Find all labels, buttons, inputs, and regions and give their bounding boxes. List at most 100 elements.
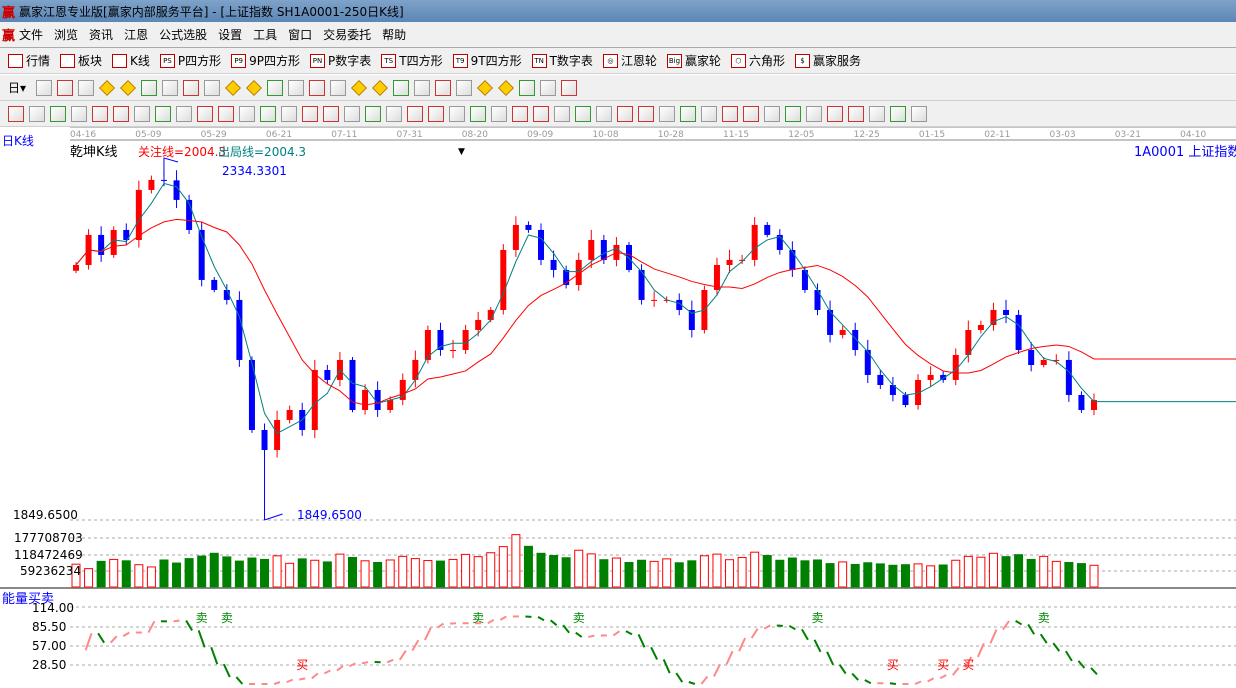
tool-icon[interactable] bbox=[134, 106, 150, 122]
tool-icon[interactable] bbox=[162, 80, 178, 96]
menu-item[interactable]: 窗口 bbox=[288, 26, 312, 43]
tool-icon[interactable] bbox=[239, 106, 255, 122]
tool-icon[interactable] bbox=[8, 106, 24, 122]
menu-item[interactable]: 浏览 bbox=[54, 26, 78, 43]
tool-icon[interactable] bbox=[225, 80, 241, 96]
tool-icon[interactable] bbox=[806, 106, 822, 122]
dropdown-arrow-icon[interactable]: ▼ bbox=[458, 147, 465, 157]
tool-icon[interactable] bbox=[141, 80, 157, 96]
tool-icon[interactable] bbox=[554, 106, 570, 122]
tool-icon[interactable] bbox=[36, 80, 52, 96]
tool-icon[interactable] bbox=[197, 106, 213, 122]
tool-icon[interactable] bbox=[498, 80, 514, 96]
tool-icon[interactable] bbox=[204, 80, 220, 96]
tool-icon[interactable] bbox=[533, 106, 549, 122]
period-select[interactable]: 日▾ bbox=[8, 79, 26, 96]
tool-icon[interactable] bbox=[260, 106, 276, 122]
tool-icon[interactable] bbox=[78, 80, 94, 96]
tool-icon[interactable] bbox=[722, 106, 738, 122]
tool-icon[interactable] bbox=[638, 106, 654, 122]
tool-icon[interactable] bbox=[561, 80, 577, 96]
tool-icon[interactable] bbox=[120, 80, 136, 96]
tool-icon[interactable] bbox=[393, 80, 409, 96]
tool-icon[interactable] bbox=[659, 106, 675, 122]
tool-icon[interactable] bbox=[365, 106, 381, 122]
tool-icon[interactable] bbox=[575, 106, 591, 122]
toolbar-button[interactable]: ◎江恩轮 bbox=[603, 52, 657, 69]
tool-icon[interactable] bbox=[351, 80, 367, 96]
tool-icon[interactable] bbox=[113, 106, 129, 122]
menu-item[interactable]: 帮助 bbox=[382, 26, 406, 43]
tool-icon[interactable] bbox=[519, 80, 535, 96]
tool-icon[interactable] bbox=[176, 106, 192, 122]
menu-item[interactable]: 交易委托 bbox=[323, 26, 371, 43]
tool-icon[interactable] bbox=[764, 106, 780, 122]
menu-item[interactable]: 设置 bbox=[218, 26, 242, 43]
sell-signal: 卖 bbox=[573, 611, 585, 625]
menu-item[interactable]: 资讯 bbox=[89, 26, 113, 43]
tool-icon[interactable] bbox=[386, 106, 402, 122]
tool-icon[interactable] bbox=[701, 106, 717, 122]
tool-icon[interactable] bbox=[267, 80, 283, 96]
tool-icon[interactable] bbox=[470, 106, 486, 122]
volume-bar bbox=[386, 560, 394, 587]
tool-icon[interactable] bbox=[99, 80, 115, 96]
tool-icon[interactable] bbox=[911, 106, 927, 122]
tool-icon[interactable] bbox=[344, 106, 360, 122]
tool-icon[interactable] bbox=[50, 106, 66, 122]
tool-icon[interactable] bbox=[449, 106, 465, 122]
toolbar-button[interactable]: ⬡六角形 bbox=[731, 52, 785, 69]
tool-icon[interactable] bbox=[596, 106, 612, 122]
tool-icon[interactable] bbox=[428, 106, 444, 122]
tool-icon[interactable] bbox=[435, 80, 451, 96]
tool-icon[interactable] bbox=[372, 80, 388, 96]
menu-item[interactable]: 江恩 bbox=[124, 26, 148, 43]
toolbar-button[interactable]: 行情 bbox=[8, 52, 50, 69]
tool-icon[interactable] bbox=[785, 106, 801, 122]
tool-icon[interactable] bbox=[29, 106, 45, 122]
tool-icon[interactable] bbox=[540, 80, 556, 96]
tool-icon[interactable] bbox=[456, 80, 472, 96]
tool-icon[interactable] bbox=[827, 106, 843, 122]
tool-icon[interactable] bbox=[246, 80, 262, 96]
tool-icon[interactable] bbox=[330, 80, 346, 96]
tool-icon[interactable] bbox=[617, 106, 633, 122]
tool-icon[interactable] bbox=[680, 106, 696, 122]
tool-icon[interactable] bbox=[183, 80, 199, 96]
tool-icon[interactable] bbox=[302, 106, 318, 122]
toolbar-button[interactable]: $赢家服务 bbox=[795, 52, 861, 69]
tool-icon[interactable] bbox=[414, 80, 430, 96]
tool-icon[interactable] bbox=[743, 106, 759, 122]
tool-icon[interactable] bbox=[57, 80, 73, 96]
tool-icon[interactable] bbox=[281, 106, 297, 122]
tool-icon[interactable] bbox=[477, 80, 493, 96]
tool-icon[interactable] bbox=[323, 106, 339, 122]
tool-icon[interactable] bbox=[218, 106, 234, 122]
toolbar-button[interactable]: 板块 bbox=[60, 52, 102, 69]
tool-icon[interactable] bbox=[309, 80, 325, 96]
tool-icon[interactable] bbox=[407, 106, 423, 122]
tool-icon[interactable] bbox=[71, 106, 87, 122]
candle-body bbox=[73, 265, 79, 271]
tool-icon[interactable] bbox=[92, 106, 108, 122]
menu-item[interactable]: 文件 bbox=[19, 26, 43, 43]
tool-icon[interactable] bbox=[848, 106, 864, 122]
toolbar-button[interactable]: K线 bbox=[112, 52, 150, 69]
tool-icon[interactable] bbox=[288, 80, 304, 96]
tool-icon[interactable] bbox=[155, 106, 171, 122]
tool-icon[interactable] bbox=[512, 106, 528, 122]
tool-icon[interactable] bbox=[869, 106, 885, 122]
menu-item[interactable]: 工具 bbox=[253, 26, 277, 43]
menu-item[interactable]: 公式选股 bbox=[159, 26, 207, 43]
tool-icon[interactable] bbox=[890, 106, 906, 122]
tool-icon[interactable] bbox=[491, 106, 507, 122]
